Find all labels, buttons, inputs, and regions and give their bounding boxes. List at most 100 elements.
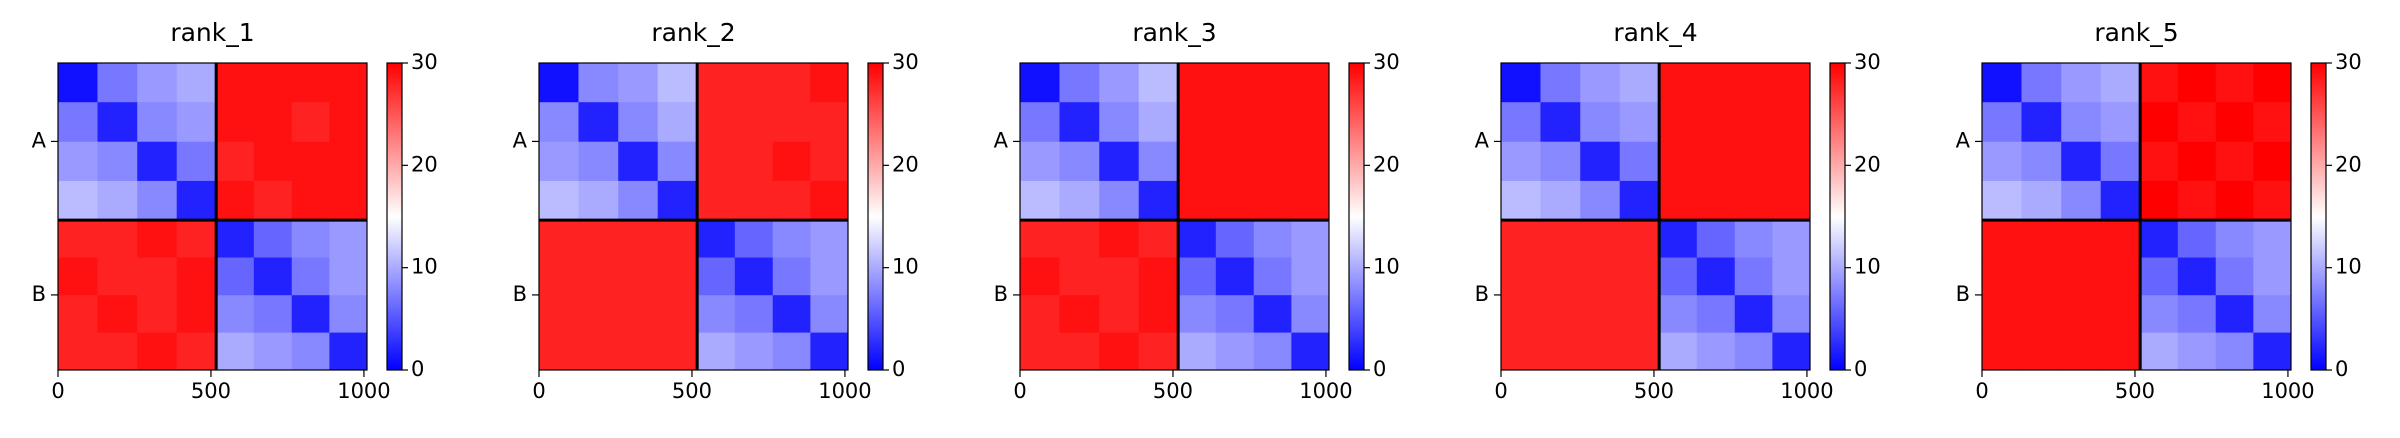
heatmap-cell: [539, 332, 579, 371]
heatmap-cell: [2021, 332, 2062, 371]
heatmap-cell: [137, 63, 178, 103]
heatmap-cell: [97, 102, 138, 143]
heatmap-cell: [253, 141, 293, 182]
colorbar-tick-label: 10: [2335, 255, 2362, 279]
colorbar: [2310, 62, 2327, 371]
heatmap-panel: rank_3 0 500 1000 A B 0 10 20 30: [994, 18, 1400, 403]
heatmap-cell: [1734, 332, 1773, 371]
heatmap-cell: [1253, 332, 1292, 371]
heatmap-cell: [1291, 332, 1330, 371]
heatmap-cell: [216, 257, 255, 296]
heatmap-cell: [1501, 257, 1541, 296]
heatmap-cell: [539, 63, 579, 103]
heatmap-cell: [2215, 295, 2254, 334]
colorbar-tick-label: 10: [411, 255, 438, 279]
heatmap-cell: [539, 295, 579, 334]
heatmap-cell: [697, 102, 736, 143]
heatmap-cell: [1020, 332, 1060, 371]
heatmap-cell: [1619, 180, 1660, 221]
heatmap-panel: rank_1 0 500 1000 A B 0 10 20 30: [32, 18, 438, 403]
colorbar-tick-label: 20: [411, 152, 438, 176]
heatmap-cell: [810, 63, 849, 103]
heatmap-cell: [772, 295, 811, 334]
y-tick-label: B: [994, 282, 1008, 306]
heatmap-cell: [1291, 220, 1330, 259]
heatmap-cell: [291, 295, 330, 334]
heatmap-cell: [1020, 141, 1060, 182]
heatmap-cell: [657, 63, 698, 103]
heatmap-cell: [1696, 141, 1736, 182]
heatmap-cell: [2100, 63, 2141, 103]
y-tick-label: B: [513, 282, 527, 306]
heatmap-cell: [176, 295, 217, 334]
heatmap-cell: [657, 257, 698, 296]
heatmap-cell: [2215, 141, 2254, 182]
heatmap-cell: [772, 257, 811, 296]
heatmap-cell: [97, 220, 138, 259]
heatmap-cell: [772, 220, 811, 259]
heatmap-cell: [697, 295, 736, 334]
heatmap-cell: [1253, 220, 1292, 259]
heatmap-cell: [618, 220, 659, 259]
heatmap-cell: [734, 102, 774, 143]
heatmap-cell: [1540, 257, 1581, 296]
heatmap-cell: [176, 332, 217, 371]
heatmap-cell: [216, 63, 255, 103]
heatmap-cell: [1734, 102, 1773, 143]
heatmap-cell: [1772, 332, 1811, 371]
heatmap-cell: [1696, 332, 1736, 371]
heatmap-cell: [539, 102, 579, 143]
heatmap-cell: [1059, 332, 1100, 371]
heatmap-cell: [1291, 102, 1330, 143]
heatmap-cell: [253, 180, 293, 221]
heatmap-cell: [1619, 257, 1660, 296]
heatmap-cell: [772, 102, 811, 143]
heatmap-cell: [1772, 180, 1811, 221]
heatmap-cell: [1540, 332, 1581, 371]
heatmap-cell: [1291, 63, 1330, 103]
heatmap-cell: [329, 332, 368, 371]
heatmap-cell: [2177, 180, 2217, 221]
heatmap-cell: [2021, 141, 2062, 182]
heatmap-cell: [1138, 220, 1179, 259]
heatmap-cell: [734, 295, 774, 334]
colorbar-tick-label: 0: [1854, 357, 1867, 381]
heatmap-cell: [1734, 63, 1773, 103]
heatmap-cell: [539, 180, 579, 221]
x-tick-label: 500: [191, 379, 231, 403]
colorbar-tick-label: 20: [1854, 152, 1881, 176]
heatmap-cell: [137, 220, 178, 259]
heatmap-cell: [216, 295, 255, 334]
heatmap-cell: [97, 63, 138, 103]
heatmap-cell: [1501, 332, 1541, 371]
heatmap-cell: [176, 180, 217, 221]
heatmap-cell: [1059, 295, 1100, 334]
colorbar-tick-label: 0: [2335, 357, 2348, 381]
heatmap-cell: [216, 141, 255, 182]
heatmap-cell: [734, 332, 774, 371]
heatmap-cell: [329, 102, 368, 143]
heatmap-cell: [176, 257, 217, 296]
heatmap-cell: [1099, 102, 1140, 143]
heatmap-cell: [2100, 102, 2141, 143]
heatmap-cell: [1772, 141, 1811, 182]
colorbar-tick-label: 30: [2335, 50, 2362, 74]
heatmap-cell: [1772, 295, 1811, 334]
heatmap-cell: [2100, 295, 2141, 334]
x-tick-label: 0: [532, 379, 545, 403]
heatmap-cell: [1138, 180, 1179, 221]
heatmap-cell: [1215, 63, 1255, 103]
heatmap-cell: [578, 257, 619, 296]
heatmap-cell: [1696, 180, 1736, 221]
heatmap-panel: rank_5 0 500 1000 A B 0 10 20 30: [1956, 18, 2362, 403]
heatmap-cell: [329, 220, 368, 259]
heatmap-cell: [97, 295, 138, 334]
heatmap-cell: [1253, 63, 1292, 103]
heatmap-cell: [97, 332, 138, 371]
heatmap-cell: [1696, 102, 1736, 143]
heatmap-cell: [1772, 257, 1811, 296]
colorbar-tick-label: 30: [1373, 50, 1400, 74]
heatmap-cell: [137, 180, 178, 221]
heatmap-cell: [2253, 141, 2292, 182]
heatmap-cell: [697, 257, 736, 296]
